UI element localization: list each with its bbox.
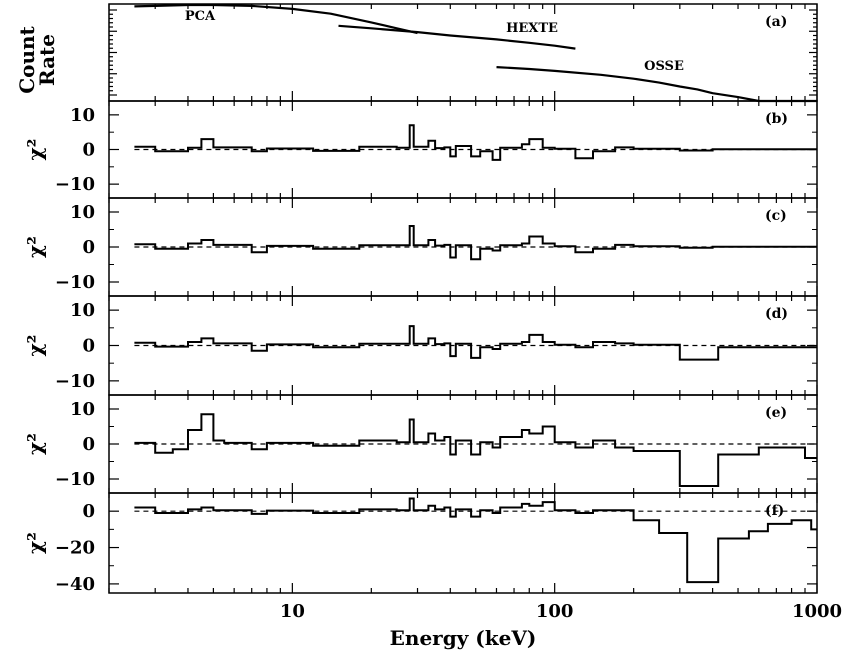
series-label-pca: PCA xyxy=(185,9,216,24)
panel-label-d: (d) xyxy=(765,306,788,322)
y-tick-label: 0 xyxy=(82,434,95,455)
y-tick-label: −10 xyxy=(55,469,95,490)
panel-label-a: (a) xyxy=(765,14,787,30)
panel-frame-a xyxy=(108,3,818,102)
y-axis-label-f: χ² xyxy=(23,532,47,554)
y-tick-label: 0 xyxy=(82,336,95,357)
y-tick-label: −20 xyxy=(55,538,95,559)
y-tick-label: 0 xyxy=(82,140,95,161)
series-line-hexte xyxy=(338,24,576,50)
y-tick-label: −10 xyxy=(55,174,95,195)
y-tick-label: −10 xyxy=(55,272,95,293)
y-tick-label: −40 xyxy=(55,574,95,595)
x-tick-label: 1000 xyxy=(792,601,842,622)
x-tick-label: 10 xyxy=(280,601,305,622)
residual-steps-e xyxy=(134,413,817,487)
residual-steps-b xyxy=(134,124,817,161)
series-label-hexte: HEXTE xyxy=(506,21,558,36)
x-axis-title: Energy (keV) xyxy=(390,626,537,650)
y-axis-label-c: χ² xyxy=(23,236,47,258)
panel-label-b: (b) xyxy=(765,111,788,127)
y-tick-label: 0 xyxy=(82,237,95,258)
panel-label-e: (e) xyxy=(765,405,787,421)
residual-steps-f xyxy=(134,497,817,584)
y-axis-label-d: χ² xyxy=(23,335,47,357)
series-line-osse xyxy=(496,66,817,103)
y-axis-label-e: χ² xyxy=(23,433,47,455)
y-tick-label: 0 xyxy=(82,501,95,522)
series-label-osse: OSSE xyxy=(644,59,684,74)
y-tick-label: 10 xyxy=(70,105,95,126)
y-axis-label-rate: Rate xyxy=(35,34,59,86)
x-tick-label: 100 xyxy=(536,601,574,622)
y-tick-label: 10 xyxy=(70,399,95,420)
y-tick-label: −10 xyxy=(55,371,95,392)
residual-steps-d xyxy=(134,325,817,361)
series-line-pca xyxy=(134,3,418,35)
panel-label-c: (c) xyxy=(765,208,787,224)
y-tick-label: 10 xyxy=(70,202,95,223)
panel-frame-f xyxy=(108,492,818,594)
y-axis-label-count: Count xyxy=(15,25,39,93)
y-tick-label: 10 xyxy=(70,300,95,321)
y-axis-label-b: χ² xyxy=(23,139,47,161)
residual-steps-c xyxy=(134,225,817,261)
